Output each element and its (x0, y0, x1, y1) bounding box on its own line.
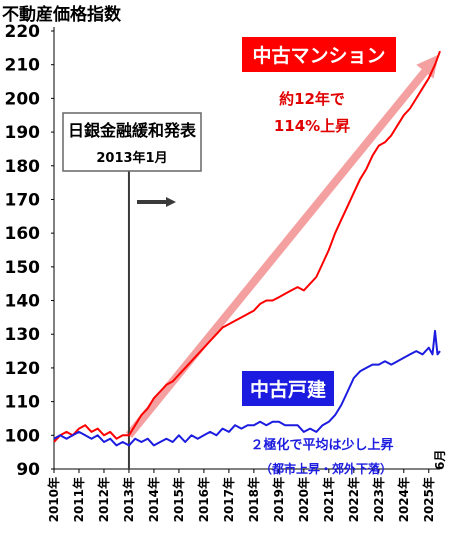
x-tick-label: 2025年 (421, 477, 436, 522)
x-end-label: 6月 (433, 450, 447, 470)
mansion-label: 中古マンション (252, 44, 385, 67)
x-tick-label: 2022年 (346, 477, 361, 522)
mansion-legend: 中古マンション (242, 37, 396, 72)
x-tick-label: 2016年 (196, 477, 211, 522)
x-tick-label: 2024年 (396, 477, 411, 522)
chart-title: 不動産価格指数 (2, 4, 122, 25)
y-tick-label: 90 (16, 460, 40, 480)
mansion-note-1: 約12年で (279, 90, 345, 108)
x-tick-label: 2018年 (246, 477, 261, 522)
x-tick-label: 2023年 (371, 477, 386, 522)
y-tick-label: 220 (5, 22, 41, 42)
y-tick-label: 140 (5, 292, 41, 312)
y-tick-label: 120 (5, 359, 41, 379)
x-tick-label: 2013年 (121, 477, 136, 522)
y-tick-label: 130 (5, 325, 41, 345)
y-tick-label: 210 (5, 56, 41, 76)
x-tick-label: 2012年 (96, 477, 111, 522)
x-tick-label: 2021年 (321, 477, 336, 522)
y-tick-label: 160 (5, 224, 41, 244)
event-box-frame (62, 112, 202, 172)
x-tick-label: 2011年 (71, 477, 86, 522)
x-tick-labels: 2010年 2011年 2012年 2013年 2014年 2015年 2016年 2017年… (46, 469, 436, 522)
mansion-label-box (242, 37, 396, 72)
y-tick-label: 150 (5, 258, 41, 278)
trend-arrow-head (416, 54, 439, 79)
y-tick-label: 200 (5, 89, 41, 109)
series-layer (53, 50, 441, 447)
house-label: 中古戸建 (250, 378, 326, 401)
house-label-box (242, 371, 334, 406)
house-note-2: （都市上昇・郊外下落） (260, 461, 392, 476)
event-box: 日銀金融緩和発表 2013年1月 (62, 112, 202, 172)
house-note-1: ２極化で平均は少し上昇 (250, 437, 393, 453)
y-tick-label: 110 (5, 393, 41, 413)
event-box-line1: 日銀金融緩和発表 (68, 121, 197, 140)
y-tick-labels: 90 100 110 120 130 140 150 160 170 180 190 200 210 22… (5, 22, 54, 480)
event-box-line2: 2013年1月 (96, 150, 167, 166)
x-tick-label: 2015年 (171, 477, 186, 522)
x-tick-label: 2010年 (46, 477, 61, 522)
y-tick-label: 180 (5, 157, 41, 177)
x-tick-label: 2020年 (296, 477, 311, 522)
x-tick-label: 2014年 (146, 477, 161, 522)
y-tick-label: 170 (5, 190, 41, 210)
y-tick-label: 100 (5, 426, 41, 446)
house-legend: 中古戸建 (242, 371, 334, 406)
series-line (53, 50, 441, 443)
y-tick-label: 190 (5, 123, 41, 143)
mansion-note-2: 114%上昇 (274, 117, 350, 135)
x-tick-label: 2017年 (221, 477, 236, 522)
x-tick-label: 2019年 (271, 477, 286, 522)
series-line (53, 329, 441, 447)
